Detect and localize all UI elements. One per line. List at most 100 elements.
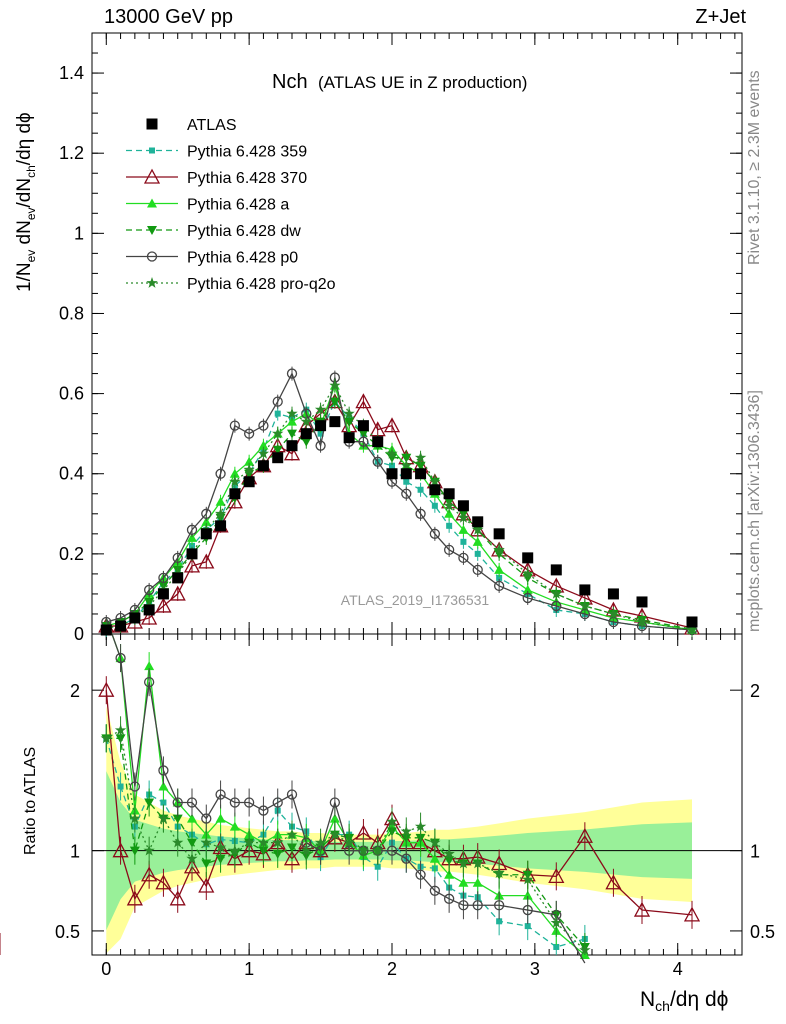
- ratio-point-pythia-6-428-370: [98, 681, 115, 697]
- atlas-data-point: [157, 588, 169, 600]
- point-pythia-6-428-pro-q2o: [229, 475, 241, 487]
- point-pythia-6-428-pro-q2o: [243, 463, 255, 475]
- ratio-point-pythia-6-428-a: [215, 813, 226, 823]
- ratio-point-pythia-6-428-pro-q2o: [200, 836, 212, 848]
- point-pythia-6-428-a: [522, 584, 533, 594]
- ratio-point-pythia-6-428-p0: [258, 805, 269, 816]
- point-pythia-6-428-pro-q2o: [414, 451, 427, 463]
- ratio-point-pythia-6-428-pro-q2o: [579, 944, 591, 955]
- point-pythia-6-428-pro-q2o: [257, 447, 270, 459]
- ratio-point-pythia-6-428-a: [458, 877, 469, 887]
- ratio-point-pythia-6-428-pro-q2o: [114, 724, 127, 736]
- atlas-data-point: [257, 460, 269, 472]
- atlas-data-point: [415, 468, 427, 480]
- y-tick-label: 0.4: [59, 464, 84, 484]
- point-pythia-6-428-p0: [358, 436, 369, 447]
- ratio-point-pythia-6-428-370: [169, 890, 186, 906]
- point-pythia-6-428-dw: [301, 437, 312, 447]
- atlas-data-point: [429, 484, 441, 496]
- x-tick-label: 3: [530, 959, 540, 979]
- point-pythia-6-428-a: [244, 456, 255, 466]
- point-pythia-6-428-pro-q2o: [314, 403, 327, 415]
- point-pythia-6-428-p0: [472, 564, 483, 576]
- ratio-line-pythia-6-428-370: [105, 690, 693, 916]
- point-pythia-6-428-359: [460, 538, 467, 545]
- point-pythia-6-428-pro-q2o: [457, 511, 470, 523]
- ratio-point-pythia-6-428-pro-q2o: [357, 844, 370, 856]
- legend-label-pythia-6-428-370: Pythia 6.428 370: [187, 170, 307, 187]
- legend-label-pythia-6-428-a: Pythia 6.428 a: [187, 197, 289, 214]
- series-line-pythia-6-428-359: [106, 400, 693, 631]
- ratio-tick-label: 1: [70, 842, 80, 862]
- ratio-point-pythia-6-428-370: [198, 877, 215, 893]
- point-pythia-6-428-370: [169, 585, 186, 601]
- x-tick-label: 1: [244, 959, 254, 979]
- point-pythia-6-428-p0: [243, 428, 255, 439]
- atlas-data-point: [329, 416, 341, 428]
- point-pythia-6-428-dw: [329, 397, 340, 407]
- header-right: Z+Jet: [695, 6, 746, 28]
- legend-marker-pythia-6-428-a: [147, 198, 157, 208]
- ratio-point-pythia-6-428-a: [229, 821, 240, 831]
- point-pythia-6-428-p0: [522, 592, 533, 604]
- atlas-data-point: [229, 488, 241, 500]
- ratio-point-pythia-6-428-p0: [443, 893, 455, 904]
- ratio-point-pythia-6-428-pro-q2o: [372, 844, 384, 856]
- point-pythia-6-428-p0: [458, 552, 469, 564]
- ratio-point-pythia-6-428-359: [496, 918, 503, 925]
- ratio-point-pythia-6-428-p0: [229, 797, 241, 808]
- atlas-data-point: [186, 548, 198, 560]
- point-pythia-6-428-dw: [344, 417, 355, 427]
- ratio-point-pythia-6-428-p0: [401, 853, 412, 864]
- point-pythia-6-428-p0: [172, 552, 183, 564]
- ratio-point-pythia-6-428-pro-q2o: [257, 836, 270, 848]
- atlas-data-point: [522, 552, 534, 564]
- atlas-data-point: [343, 432, 355, 444]
- ratio-point-pythia-6-428-pro-q2o: [443, 847, 455, 859]
- ratio-point-pythia-6-428-p0: [329, 797, 341, 808]
- point-pythia-6-428-dw: [358, 429, 369, 439]
- point-pythia-6-428-pro-q2o: [493, 543, 505, 555]
- point-pythia-6-428-p0: [401, 488, 412, 499]
- point-pythia-6-428-dw: [287, 429, 297, 439]
- atlas-data-point: [400, 468, 412, 480]
- ratio-point-pythia-6-428-pro-q2o: [472, 857, 484, 869]
- ratio-point-pythia-6-428-370: [141, 866, 158, 882]
- point-pythia-6-428-370: [155, 597, 172, 613]
- point-pythia-6-428-p0: [272, 396, 283, 407]
- ratio-point-pythia-6-428-370: [548, 867, 565, 884]
- chart-subtitle: (ATLAS UE in Z production): [318, 73, 527, 92]
- x-tick-label: 4: [673, 959, 683, 979]
- point-pythia-6-428-370: [226, 493, 243, 509]
- mcplots-label: mcplots.cern.ch [arXiv:1306.3436]: [746, 390, 763, 632]
- y-tick-label: 0.2: [59, 544, 84, 564]
- atlas-data-point: [115, 620, 127, 632]
- atlas-data-point: [372, 436, 384, 448]
- atlas-data-point: [357, 420, 369, 432]
- point-pythia-6-428-pro-q2o: [386, 447, 398, 459]
- point-pythia-6-428-370: [183, 557, 201, 573]
- point-pythia-6-428-359: [474, 550, 481, 557]
- point-pythia-6-428-359: [317, 430, 324, 437]
- ratio-point-pythia-6-428-a: [144, 661, 155, 671]
- point-pythia-6-428-359: [496, 574, 503, 581]
- point-pythia-6-428-p0: [229, 420, 241, 431]
- ratio-frame: [91, 633, 743, 956]
- legend-marker-pythia-6-428-370: [143, 168, 161, 184]
- ratio-tick-label: 2: [70, 681, 80, 701]
- legend-marker-pythia-6-428-p0: [146, 251, 158, 262]
- atlas-data-point: [443, 488, 455, 500]
- ratio-point-pythia-6-428-a: [429, 853, 440, 863]
- point-pythia-6-428-359: [417, 486, 424, 493]
- ratio-point-pythia-6-428-pro-q2o: [186, 852, 198, 864]
- analysis-watermark: ATLAS_2019_I1736531: [341, 592, 490, 608]
- atlas-data-point: [286, 440, 298, 452]
- axes-frame: 0 1 2 3 4 0 0.2 0.4 0.6 0.8 1 1.2 1.4 0.5 0.5 1 1 2 2: [55, 32, 775, 979]
- point-pythia-6-428-pro-q2o: [636, 616, 648, 627]
- point-pythia-6-428-pro-q2o: [300, 415, 312, 427]
- point-pythia-6-428-pro-q2o: [686, 624, 698, 635]
- ratio-point-pythia-6-428-pro-q2o: [329, 828, 341, 840]
- ratio-point-pythia-6-428-370: [241, 842, 258, 858]
- ratio-point-pythia-6-428-p0: [143, 677, 155, 688]
